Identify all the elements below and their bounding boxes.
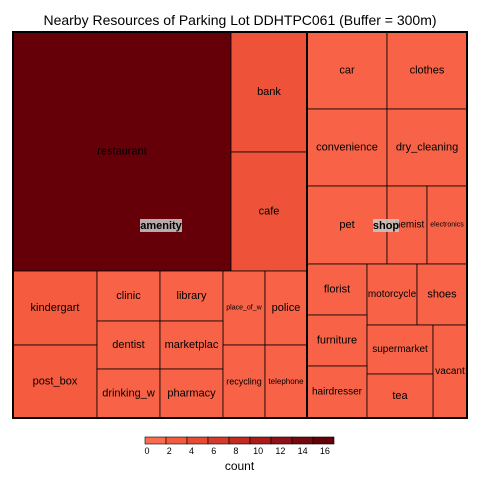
legend-swatch	[228, 436, 251, 445]
cell-label-place-of-w: place_of_w	[226, 305, 262, 312]
cell-label-shoes: shoes	[427, 289, 457, 301]
cell-label-florist: florist	[324, 284, 350, 296]
treemap-cell-convenience	[306, 108, 388, 187]
legend-swatch	[270, 436, 293, 445]
legend-swatch	[144, 436, 167, 445]
cell-label-pet: pet	[339, 219, 354, 231]
legend-swatch	[207, 436, 230, 445]
cell-label-convenience: convenience	[316, 142, 378, 154]
cell-label-telephone: telephone	[268, 377, 304, 386]
legend-tick-label: 16	[320, 446, 330, 456]
treemap-cell-place-of-w	[222, 270, 266, 346]
group-label-shop: shop	[373, 220, 400, 232]
cell-label-drinking-w: drinking_w	[102, 388, 155, 400]
treemap-cell-motorcycle	[366, 263, 418, 326]
treemap-cell-kindergart	[12, 270, 98, 346]
legend-swatch	[291, 436, 314, 445]
treemap-cell-tea	[366, 373, 434, 419]
treemap-cell-post-box	[12, 344, 98, 419]
treemap-group-borders	[12, 31, 468, 419]
cell-label-post-box: post_box	[33, 376, 78, 388]
cell-label-restaurant: restaurant	[97, 146, 147, 158]
group-label-amenity: amenity	[140, 220, 182, 232]
treemap-cell-vacant	[432, 324, 468, 419]
legend-tick-label: 2	[167, 446, 172, 456]
cell-label-clothes: clothes	[410, 65, 445, 77]
treemap-cell-recycling	[222, 344, 266, 419]
legend-title: count	[225, 459, 255, 473]
legend-tick-label: 0	[144, 446, 149, 456]
cell-label-library: library	[177, 290, 207, 302]
legend-swatch	[249, 436, 272, 445]
treemap-cell-restaurant	[12, 31, 232, 272]
cell-label-motorcycle: motorcycle	[368, 289, 417, 300]
legend-tick-label: 10	[253, 446, 263, 456]
treemap-cell-police	[264, 270, 308, 346]
cell-label-bank: bank	[257, 86, 281, 98]
cell-label-supermarket: supermarket	[372, 344, 428, 355]
treemap-cell-dry-cleaning	[386, 108, 468, 187]
cell-label-pharmacy: pharmacy	[167, 388, 216, 400]
treemap-cell-cafe	[230, 151, 308, 272]
cell-label-chemist: chemist	[390, 220, 425, 231]
treemap-cell-shoes	[416, 263, 468, 326]
cell-label-kindergart: kindergart	[31, 302, 80, 314]
cell-label-clinic: clinic	[116, 290, 141, 302]
cell-label-hairdresser: hairdresser	[312, 387, 363, 398]
cell-label-recycling: recycling	[226, 377, 262, 387]
cell-label-dentist: dentist	[112, 339, 144, 351]
treemap-cell-supermarket	[366, 324, 434, 375]
cell-label-marketplac: marketplac	[165, 339, 219, 351]
legend-swatch	[165, 436, 188, 445]
legend-swatch	[186, 436, 209, 445]
treemap-cell-clothes	[386, 31, 468, 110]
treemap-group-labels: amenity shop	[140, 219, 399, 232]
treemap-cell-library	[159, 270, 224, 322]
treemap-cell-florist	[306, 263, 368, 316]
chart-title: Nearby Resources of Parking Lot DDHTPC06…	[43, 12, 436, 28]
legend: 0 2 4 6 8 10 12 14 16 count	[144, 436, 335, 473]
legend-tick-label: 4	[189, 446, 194, 456]
legend-tick-label: 8	[233, 446, 238, 456]
treemap-cell-car	[306, 31, 388, 110]
legend-tick-label: 12	[275, 446, 285, 456]
treemap-cell-electronics	[426, 185, 468, 265]
treemap-cells: restaurant bank cafe kindergart post_box clin…	[12, 31, 468, 419]
treemap-cell-telephone	[264, 344, 308, 419]
cell-label-cafe: cafe	[259, 206, 280, 218]
cell-label-furniture: furniture	[317, 335, 357, 347]
cell-label-dry-cleaning: dry_cleaning	[396, 142, 458, 154]
legend-swatch	[312, 436, 335, 445]
treemap-cell-pharmacy	[159, 368, 224, 419]
cell-label-vacant: vacant	[435, 366, 465, 377]
cell-label-electronics: electronics	[430, 222, 464, 229]
group-border-shop	[306, 31, 468, 419]
cell-label-police: police	[272, 302, 301, 314]
group-label-bg-amenity	[140, 219, 182, 232]
cell-label-tea: tea	[392, 390, 408, 402]
legend-tick-label: 14	[298, 446, 308, 456]
group-label-bg-shop	[373, 219, 399, 232]
treemap-cell-marketplac	[159, 320, 224, 370]
legend-tick-label: 6	[211, 446, 216, 456]
cell-label-car: car	[339, 65, 355, 77]
